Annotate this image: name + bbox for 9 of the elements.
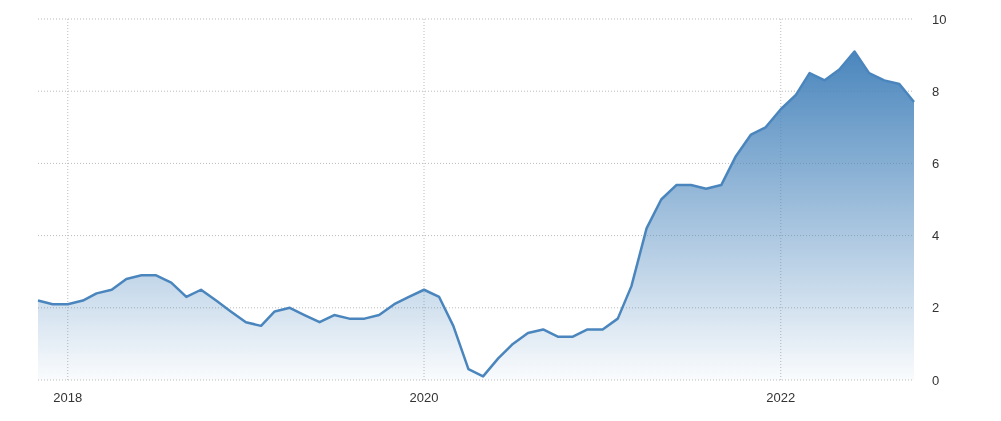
y-tick-label: 4 bbox=[932, 228, 940, 244]
y-tick-label: 0 bbox=[932, 372, 940, 388]
x-tick-label: 2022 bbox=[766, 390, 796, 405]
x-tick-label: 2018 bbox=[53, 390, 83, 405]
y-tick-label: 8 bbox=[932, 83, 940, 99]
x-tick-label: 2020 bbox=[409, 390, 439, 405]
y-tick-label: 10 bbox=[932, 11, 947, 27]
y-tick-label: 2 bbox=[932, 300, 940, 316]
y-tick-label: 6 bbox=[932, 155, 940, 171]
